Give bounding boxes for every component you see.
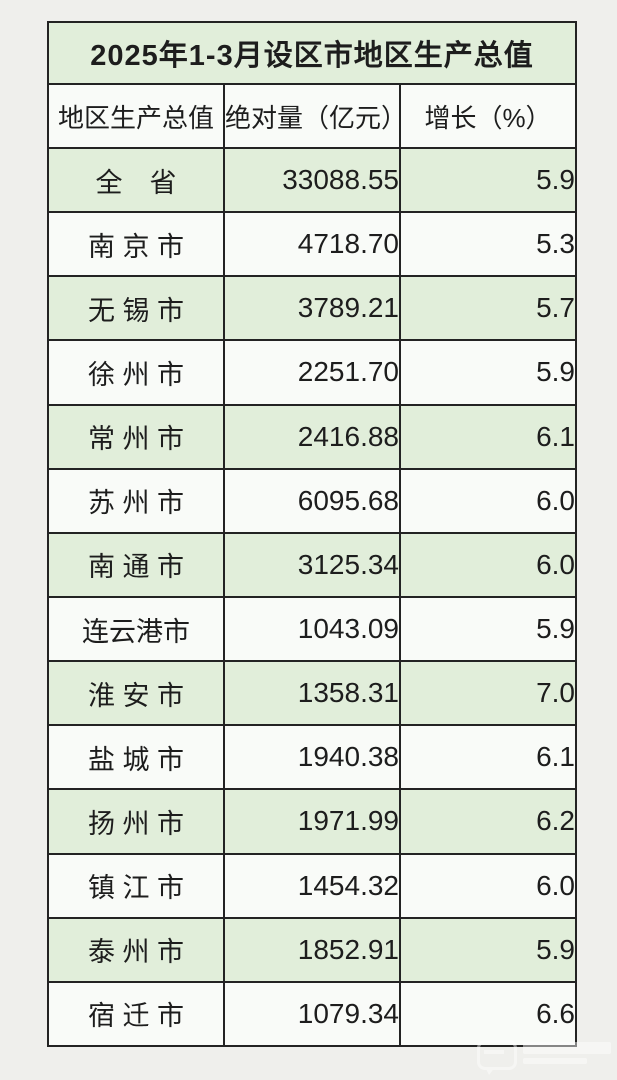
growth-cell: 6.2 <box>399 788 577 855</box>
region-cell: 连云港市 <box>47 595 225 663</box>
growth-cell: 5.9 <box>399 146 577 214</box>
value-cell: 2416.88 <box>223 403 401 470</box>
region-cell: 扬 州 市 <box>47 788 225 855</box>
growth-cell: 5.3 <box>399 211 577 278</box>
value-cell: 1454.32 <box>223 852 401 919</box>
table-row: 徐 州 市 2251.70 5.9 <box>47 339 577 406</box>
growth-cell: 7.0 <box>399 660 577 727</box>
table-row: 连云港市 1043.09 5.9 <box>47 595 577 663</box>
growth-cell: 5.9 <box>399 339 577 406</box>
value-cell: 1971.99 <box>223 788 401 855</box>
table-title-row: 2025年1-3月设区市地区生产总值 <box>47 21 577 85</box>
table-row: 宿 迁 市 1079.34 6.6 <box>47 980 577 1048</box>
table-row: 盐 城 市 1940.38 6.1 <box>47 724 577 791</box>
value-cell: 1079.34 <box>223 980 401 1048</box>
table-body: 全 省 33088.55 5.9 南 京 市 4718.70 5.3 无 锡 市… <box>47 146 577 1048</box>
table-row: 无 锡 市 3789.21 5.7 <box>47 275 577 342</box>
growth-cell: 6.6 <box>399 980 577 1048</box>
table-row: 淮 安 市 1358.31 7.0 <box>47 660 577 727</box>
region-cell: 泰 州 市 <box>47 916 225 983</box>
value-cell: 3789.21 <box>223 275 401 342</box>
growth-cell: 6.1 <box>399 403 577 470</box>
growth-cell: 6.0 <box>399 531 577 598</box>
value-cell: 33088.55 <box>223 146 401 214</box>
growth-cell: 6.0 <box>399 467 577 534</box>
region-cell: 镇 江 市 <box>47 852 225 919</box>
growth-cell: 5.9 <box>399 595 577 663</box>
growth-cell: 6.1 <box>399 724 577 791</box>
value-cell: 6095.68 <box>223 467 401 534</box>
growth-cell: 6.0 <box>399 852 577 919</box>
region-cell: 徐 州 市 <box>47 339 225 406</box>
region-cell: 常 州 市 <box>47 403 225 470</box>
region-cell: 南 通 市 <box>47 531 225 598</box>
region-cell: 南 京 市 <box>47 211 225 278</box>
table-row: 扬 州 市 1971.99 6.2 <box>47 788 577 855</box>
table-header-row: 地区生产总值 绝对量（亿元） 增长（%） <box>47 83 577 149</box>
column-header-growth: 增长（%） <box>399 83 577 149</box>
table-row: 镇 江 市 1454.32 6.0 <box>47 852 577 919</box>
table-row: 南 京 市 4718.70 5.3 <box>47 211 577 278</box>
growth-cell: 5.7 <box>399 275 577 342</box>
table-row: 泰 州 市 1852.91 5.9 <box>47 916 577 983</box>
region-cell: 苏 州 市 <box>47 467 225 534</box>
table-row: 全 省 33088.55 5.9 <box>47 146 577 214</box>
table-row: 南 通 市 3125.34 6.0 <box>47 531 577 598</box>
region-cell: 盐 城 市 <box>47 724 225 791</box>
column-header-value: 绝对量（亿元） <box>223 83 401 149</box>
value-cell: 1852.91 <box>223 916 401 983</box>
table-title: 2025年1-3月设区市地区生产总值 <box>47 21 577 85</box>
region-cell: 宿 迁 市 <box>47 980 225 1048</box>
value-cell: 1940.38 <box>223 724 401 791</box>
growth-cell: 5.9 <box>399 916 577 983</box>
value-cell: 1043.09 <box>223 595 401 663</box>
table-row: 常 州 市 2416.88 6.1 <box>47 403 577 470</box>
value-cell: 3125.34 <box>223 531 401 598</box>
value-cell: 1358.31 <box>223 660 401 727</box>
column-header-region: 地区生产总值 <box>47 83 225 149</box>
region-cell: 无 锡 市 <box>47 275 225 342</box>
region-cell: 全 省 <box>47 146 225 214</box>
table-row: 苏 州 市 6095.68 6.0 <box>47 467 577 534</box>
value-cell: 4718.70 <box>223 211 401 278</box>
gdp-table: 2025年1-3月设区市地区生产总值 地区生产总值 绝对量（亿元） 增长（%） … <box>47 21 577 1048</box>
region-cell: 淮 安 市 <box>47 660 225 727</box>
value-cell: 2251.70 <box>223 339 401 406</box>
